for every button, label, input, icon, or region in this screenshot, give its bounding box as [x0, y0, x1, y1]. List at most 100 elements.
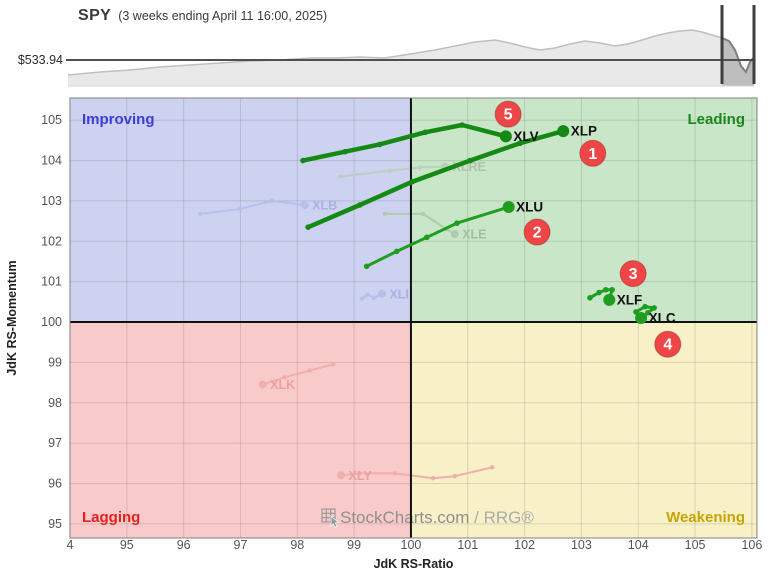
trail-path-XLP [305, 128, 566, 230]
trail-node [454, 220, 460, 226]
badge-number: 3 [629, 266, 638, 283]
x-tick-label: 96 [177, 538, 191, 552]
trail-endpoint-XLI[interactable] [377, 289, 386, 298]
badge-circle [654, 330, 682, 358]
trail-endpoint-XLC[interactable] [635, 312, 648, 324]
badge-circle [579, 139, 607, 167]
trail-node [517, 140, 523, 147]
quadrant-label-lagging: Lagging [82, 509, 140, 526]
x-tick-label: 106 [741, 538, 762, 552]
badge-circle [494, 100, 522, 128]
trail-node [409, 178, 416, 185]
ticker-label-XLF[interactable]: XLF [617, 292, 643, 307]
symbol-title: SPY [78, 7, 112, 24]
ticker-label-XLU[interactable]: XLU [516, 199, 543, 214]
trail-endpoint-XLE[interactable] [450, 230, 459, 239]
trail-node [645, 309, 651, 316]
trail-endpoint-XLP[interactable] [557, 125, 570, 138]
trail-node [376, 141, 383, 148]
trail-node [365, 292, 370, 297]
trail-node [651, 305, 657, 311]
y-tick-label: 100 [41, 315, 62, 329]
trail-endpoint-XLV[interactable] [499, 130, 512, 143]
step-badge-1: 1 [579, 139, 607, 167]
ticker-label-XLV[interactable]: XLV [513, 129, 538, 144]
badge-number: 5 [504, 107, 513, 124]
quadrant-label-weakening: Weakening [666, 509, 745, 526]
trail-node [300, 157, 306, 164]
ticker-label-XLC[interactable]: XLC [649, 311, 676, 326]
quadrant-lagging [70, 322, 411, 538]
trail-path-XLB [199, 199, 306, 215]
trail-node [307, 368, 312, 373]
trail-node [305, 224, 311, 230]
trail-path-XLY [340, 466, 494, 480]
axis-ticks: 4 95 96 97 98 99 100 101 102 103 104 105 106 95 96 97 98… [41, 113, 762, 552]
y-tick-label: 97 [48, 436, 62, 450]
trail-node [642, 303, 648, 310]
ticker-label-XLP[interactable]: XLP [571, 124, 597, 139]
trail-node [197, 211, 203, 217]
trail-node [393, 248, 400, 255]
trail-node [417, 165, 423, 170]
trail-endpoint-XLK[interactable] [258, 380, 267, 389]
trail-node [459, 122, 465, 128]
badge-number: 4 [663, 337, 672, 354]
price-area [68, 30, 754, 86]
y-tick-label: 103 [41, 194, 62, 208]
watermark-text: StockCharts.com / RRG® [340, 508, 534, 527]
trail-node [269, 198, 274, 204]
x-tick-label: 100 [401, 538, 422, 552]
quadrant-label-improving: Improving [82, 111, 155, 128]
trail-node [603, 286, 609, 293]
x-tick-label: 101 [457, 538, 478, 552]
trail-node [490, 465, 495, 470]
trail-endpoint-XLF[interactable] [603, 293, 616, 306]
trail-path-XLI [361, 292, 383, 300]
x-tick-label: 99 [347, 538, 361, 552]
trail-endpoint-XLB[interactable] [300, 200, 309, 209]
trail-node [357, 471, 363, 476]
trail-node [430, 476, 436, 481]
ticker-label-XLB[interactable]: XLB [312, 198, 337, 212]
trail-node [420, 211, 426, 217]
x-axis-title: JdK RS-Ratio [374, 557, 454, 571]
trail-node [342, 148, 348, 155]
trail-XLB: XLB [197, 198, 337, 217]
x-tick-label: 97 [234, 538, 248, 552]
quadrant-label-leading: Leading [687, 111, 745, 128]
ticker-label-XLE[interactable]: XLE [462, 228, 486, 242]
trail-XLK: XLK [258, 362, 336, 392]
trail-endpoint-XLU[interactable] [502, 200, 515, 213]
watermark-cursor-icon [330, 515, 340, 528]
ticker-label-XLY[interactable]: XLY [349, 469, 373, 483]
trail-path-XLV [300, 122, 509, 163]
step-badge-5: 5 [494, 100, 522, 128]
y-tick-label: 95 [48, 517, 62, 531]
x-tick-label: 104 [628, 538, 649, 552]
trail-node [467, 157, 473, 164]
y-tick-label: 104 [41, 154, 62, 168]
step-badge-2: 2 [523, 218, 551, 246]
trail-node [357, 202, 363, 208]
trail-node [609, 286, 615, 293]
trail-node [587, 295, 593, 301]
trail-path-XLRE [338, 165, 446, 178]
x-tick-label: 4 [67, 538, 74, 552]
ticker-label-XLK[interactable]: XLK [270, 378, 295, 392]
trail-endpoint-XLY[interactable] [337, 471, 346, 480]
x-tick-label: 103 [571, 538, 592, 552]
trail-node [337, 174, 343, 179]
trail-node [330, 362, 336, 367]
trail-node [371, 295, 377, 301]
y-tick-label: 105 [41, 113, 62, 127]
x-tick-label: 102 [514, 538, 535, 552]
y-tick-label: 99 [48, 355, 62, 369]
ticker-label-XLI[interactable]: XLI [389, 287, 408, 301]
trail-node [392, 471, 398, 476]
spy-price-strip [66, 5, 756, 87]
plot-border [69, 97, 758, 539]
trail-XLI: XLI [359, 287, 409, 301]
step-badge-4: 4 [654, 330, 682, 358]
